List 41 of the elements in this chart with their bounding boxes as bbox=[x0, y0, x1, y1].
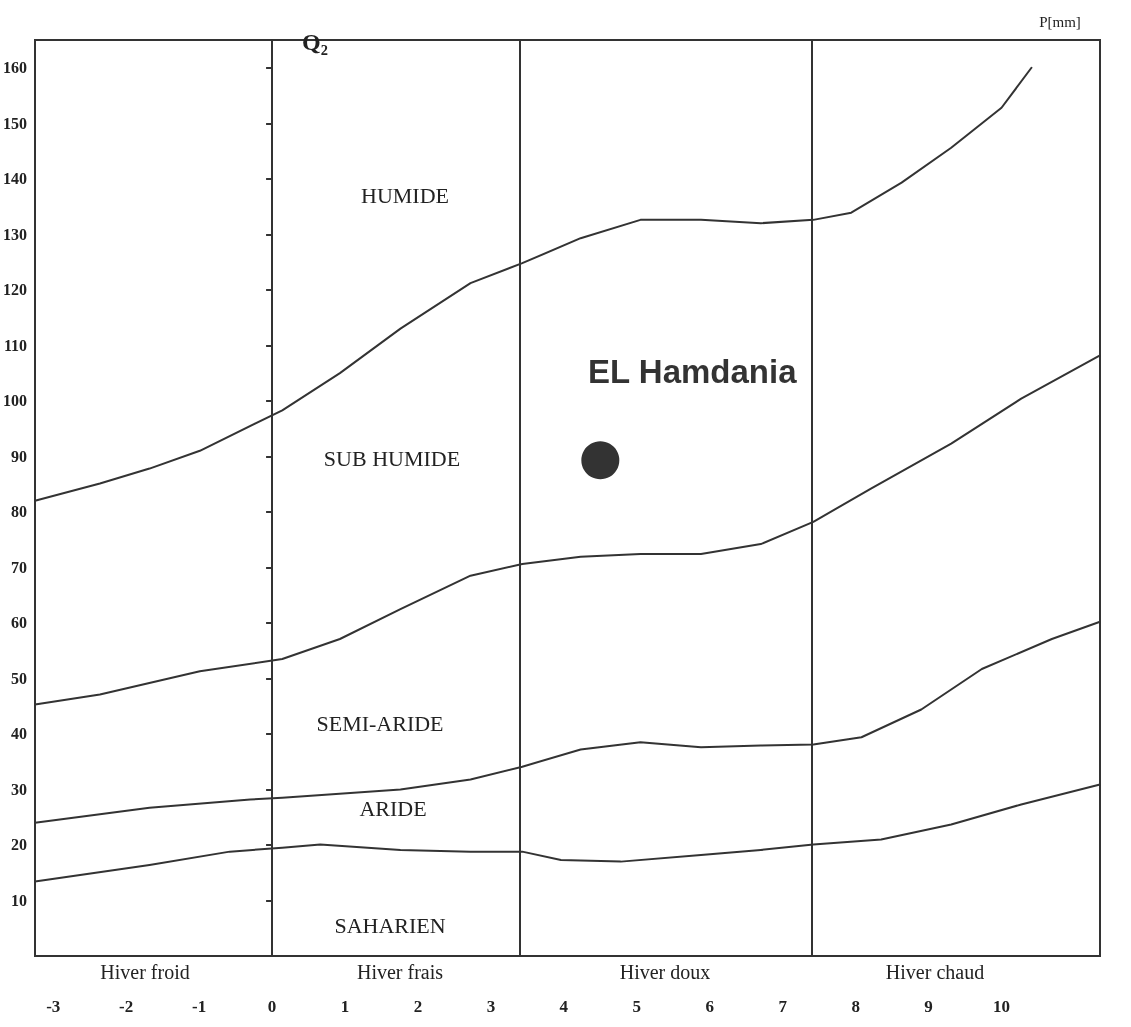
annotation: SUB HUMIDE bbox=[323, 445, 461, 471]
y-tick-label: 10 bbox=[11, 891, 27, 909]
annotation: ARIDE bbox=[359, 795, 427, 821]
x-tick-label: 9 bbox=[924, 997, 933, 1016]
text: P[mm] bbox=[1039, 14, 1081, 30]
x-tick-label: 0 bbox=[267, 997, 277, 1016]
y-tick-label: 140 bbox=[3, 170, 27, 188]
y-tick-label: 100 bbox=[3, 392, 27, 410]
x-tick-label: 7 bbox=[778, 997, 788, 1016]
y-tick-label: 30 bbox=[11, 780, 27, 798]
text: Hiver chaud bbox=[885, 961, 985, 983]
annotation: HUMIDE bbox=[361, 182, 449, 208]
text: Hiver doux bbox=[619, 961, 711, 983]
annotation: SEMI-ARIDE bbox=[316, 710, 444, 736]
y-tick-label: 110 bbox=[3, 336, 27, 354]
y-tick-label: 40 bbox=[11, 725, 27, 743]
text: Hiver froid bbox=[100, 961, 190, 983]
x-tick-label: 4 bbox=[559, 997, 569, 1016]
x-tick-label: 3 bbox=[486, 997, 496, 1016]
x-tick-label: -3 bbox=[46, 997, 61, 1016]
x-tick-label: -1 bbox=[192, 997, 207, 1016]
x-tick-label: -2 bbox=[119, 997, 134, 1016]
y-tick-label: 120 bbox=[3, 281, 27, 299]
x-tick-label: 5 bbox=[632, 997, 642, 1016]
y-tick-label: 150 bbox=[3, 114, 27, 132]
x-tick-label: 8 bbox=[851, 997, 860, 1016]
x-tick-label: 1 bbox=[340, 997, 350, 1016]
y-tick-label: 130 bbox=[3, 225, 27, 243]
y-tick-label: 160 bbox=[3, 59, 27, 77]
x-tick-label: 10 bbox=[993, 997, 1011, 1016]
y-tick-label: 60 bbox=[11, 614, 27, 632]
y-tick-label: 90 bbox=[11, 447, 27, 465]
text: Hiver frais bbox=[356, 961, 444, 983]
x-tick-label: 2 bbox=[413, 997, 423, 1016]
y-tick-label: 70 bbox=[11, 558, 27, 576]
y-tick-label: 20 bbox=[11, 836, 27, 854]
annotation: SAHARIEN bbox=[334, 912, 446, 938]
y-tick-label: 80 bbox=[11, 503, 27, 521]
series-label: EL Hamdania bbox=[588, 353, 798, 391]
x-tick-label: 6 bbox=[705, 997, 714, 1016]
y-tick-label: 50 bbox=[11, 669, 27, 687]
